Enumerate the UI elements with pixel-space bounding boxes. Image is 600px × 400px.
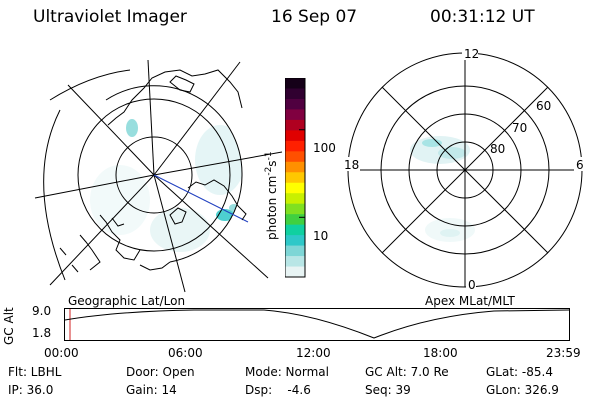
colorbar-band (285, 98, 305, 110)
colorbar-band (285, 203, 305, 215)
colorbar-band (285, 119, 305, 131)
coastlines (59, 69, 247, 273)
colorbar-band (285, 193, 305, 205)
left-lat-circle (77, 98, 231, 252)
colorbar-band (285, 235, 305, 247)
colorbar-band (285, 130, 305, 142)
info-glat: GLat: -85.4 (486, 365, 553, 379)
mlt-label-12: 12 (464, 47, 479, 61)
info-dsp: Dsp: -4.6 (245, 383, 311, 397)
right-emission (410, 136, 475, 242)
geographic-map (34, 59, 283, 293)
info-gain: Gain: 14 (126, 383, 177, 397)
colorbar-unit-label: photon cm-2s-1 (264, 151, 279, 240)
colorbar-tick-low: 10 (313, 229, 329, 243)
altitude-ylabel: GC Alt (2, 307, 16, 345)
colorbar-band (285, 266, 305, 278)
left-emission (90, 119, 242, 252)
colorbar-band (285, 214, 305, 226)
colorbar-band (285, 182, 305, 194)
mlat-label-60: 60 (536, 99, 551, 113)
info-flt: Flt: LBHL (8, 365, 62, 379)
left-meridians (34, 59, 283, 293)
mlat-label-80: 80 (490, 142, 505, 156)
colorbar-band (285, 140, 305, 152)
info-mode: Mode: Normal (245, 365, 329, 379)
colorbar-tick-high: 100 (313, 141, 336, 155)
magnetic-map: 12 18 6 0 60 70 80 (342, 47, 586, 292)
info-glon: GLon: 326.9 (486, 383, 559, 397)
colorbar-band (285, 245, 305, 257)
altitude-ytick-top: 9.0 (32, 304, 52, 318)
left-map-label: Geographic Lat/Lon (68, 294, 186, 308)
mlt-label-0: 0 (468, 278, 476, 292)
info-ip: IP: 36.0 (8, 383, 54, 397)
altitude-xtick: 23:59 (546, 346, 581, 360)
info-gcalt: GC Alt: 7.0 Re (365, 365, 449, 379)
colorbar (285, 78, 306, 278)
colorbar-band (285, 224, 305, 236)
colorbar-band (285, 172, 305, 184)
altitude-xtick: 18:00 (423, 346, 458, 360)
info-seq: Seq: 39 (365, 383, 411, 397)
altitude-xtick: 06:00 (168, 346, 203, 360)
colorbar-band (285, 109, 305, 121)
right-map-label: Apex MLat/MLT (425, 294, 515, 308)
colorbar-band (285, 78, 305, 89)
colorbar-band (285, 256, 305, 268)
header-time: 00:31:12 UT (430, 7, 535, 27)
altitude-xtick: 12:00 (296, 346, 331, 360)
left-lat-circle (115, 136, 193, 214)
info-door: Door: Open (126, 365, 195, 379)
mlt-label-6: 6 (576, 158, 584, 172)
mlat-label-70: 70 (512, 121, 527, 135)
colorbar-band (285, 151, 305, 163)
altitude-xtick: 00:00 (44, 346, 79, 360)
altitude-curve (64, 309, 570, 339)
colorbar-band (285, 88, 305, 100)
mlt-label-18: 18 (344, 158, 359, 172)
header-date: 16 Sep 07 (271, 7, 358, 27)
colorbar-band (285, 161, 305, 173)
app-title: Ultraviolet Imager (33, 7, 187, 27)
altitude-plot (64, 308, 570, 341)
sun-direction-line (153, 174, 249, 223)
altitude-ytick-bottom: 1.8 (32, 326, 52, 340)
